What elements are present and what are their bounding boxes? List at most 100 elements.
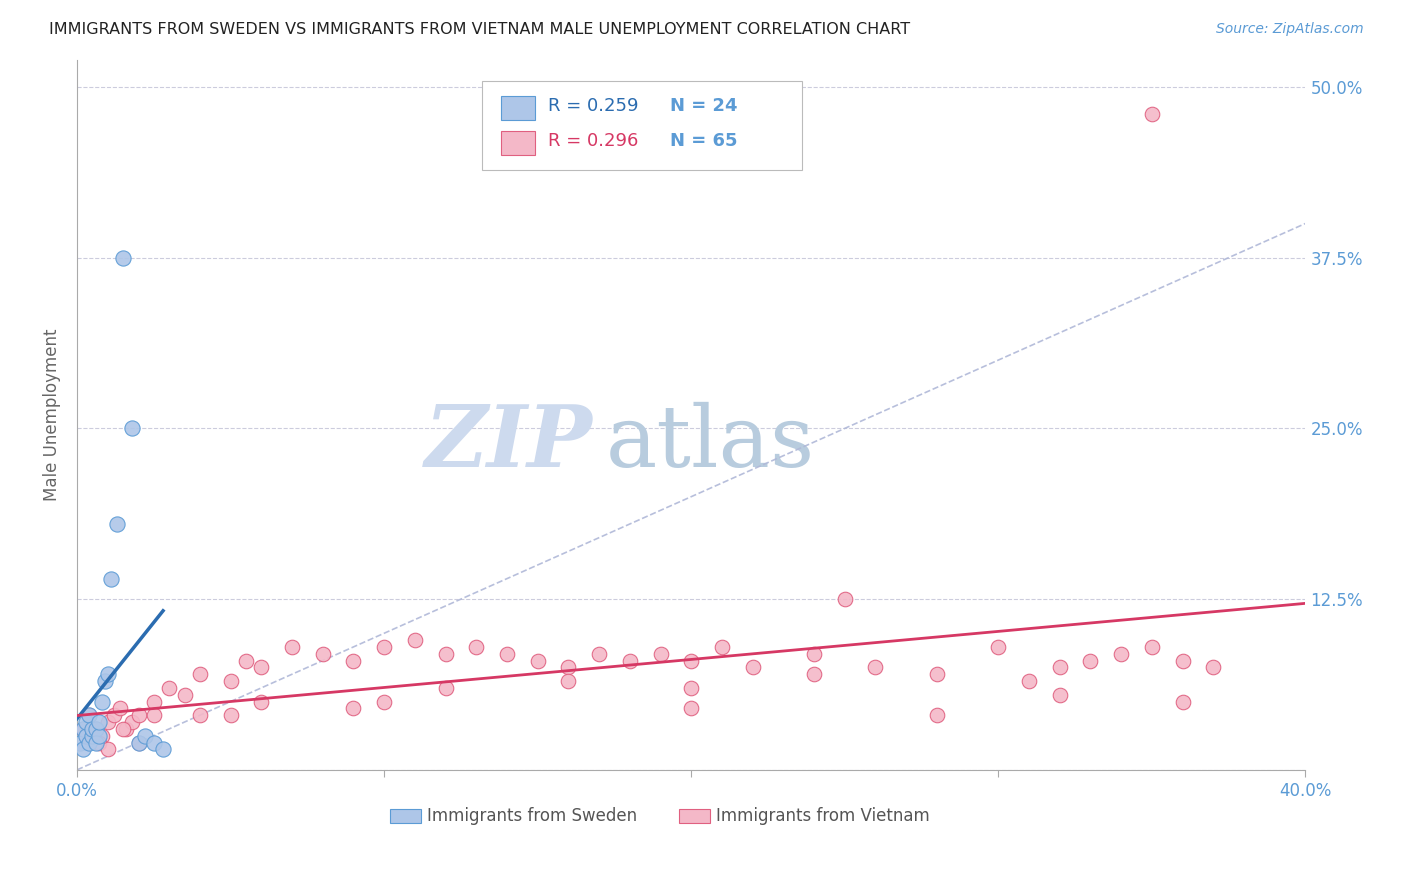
Bar: [679, 809, 710, 823]
Bar: [501, 95, 536, 120]
Bar: [391, 809, 420, 823]
Point: [103, 708, 125, 723]
Point: [134, 729, 156, 743]
Point: [188, 667, 211, 681]
Point: [650, 647, 672, 661]
Point: [72, 742, 94, 756]
Point: [1018, 674, 1040, 689]
Point: [79, 708, 101, 723]
Text: Immigrants from Vietnam: Immigrants from Vietnam: [716, 807, 929, 825]
Point: [681, 654, 703, 668]
Point: [79, 735, 101, 749]
Point: [219, 708, 242, 723]
Point: [741, 660, 763, 674]
Point: [557, 660, 579, 674]
Bar: [501, 131, 536, 155]
Point: [115, 722, 138, 736]
Point: [105, 516, 128, 531]
Point: [987, 640, 1010, 654]
Point: [235, 654, 257, 668]
Point: [1080, 654, 1102, 668]
Point: [373, 640, 395, 654]
Point: [121, 714, 143, 729]
Point: [557, 674, 579, 689]
Point: [142, 694, 165, 708]
Point: [72, 722, 94, 736]
FancyBboxPatch shape: [482, 81, 801, 169]
Point: [84, 722, 107, 736]
Point: [97, 667, 120, 681]
Point: [157, 681, 180, 695]
Point: [173, 688, 195, 702]
Point: [434, 647, 457, 661]
Point: [496, 647, 519, 661]
Point: [72, 722, 94, 736]
Point: [373, 694, 395, 708]
Point: [152, 742, 174, 756]
Point: [925, 708, 948, 723]
Point: [82, 722, 104, 736]
Point: [112, 722, 135, 736]
Point: [84, 722, 107, 736]
Point: [342, 701, 364, 715]
Text: N = 65: N = 65: [671, 132, 738, 150]
Point: [465, 640, 488, 654]
Point: [79, 708, 101, 723]
Point: [142, 735, 165, 749]
Point: [87, 729, 110, 743]
Point: [75, 714, 97, 729]
Point: [1202, 660, 1225, 674]
Y-axis label: Male Unemployment: Male Unemployment: [44, 328, 60, 501]
Point: [1140, 107, 1163, 121]
Text: ZIP: ZIP: [425, 401, 593, 485]
Point: [619, 654, 641, 668]
Point: [250, 694, 273, 708]
Point: [803, 667, 825, 681]
Point: [128, 708, 150, 723]
Point: [1140, 640, 1163, 654]
Point: [1109, 647, 1132, 661]
Point: [588, 647, 610, 661]
Point: [97, 714, 120, 729]
Point: [84, 735, 107, 749]
Point: [312, 647, 335, 661]
Point: [710, 640, 733, 654]
Point: [97, 742, 120, 756]
Point: [681, 701, 703, 715]
Point: [128, 735, 150, 749]
Point: [1049, 660, 1071, 674]
Text: atlas: atlas: [605, 401, 814, 484]
Text: R = 0.296: R = 0.296: [547, 132, 638, 150]
Text: Source: ZipAtlas.com: Source: ZipAtlas.com: [1216, 22, 1364, 37]
Point: [188, 708, 211, 723]
Point: [219, 674, 242, 689]
Point: [112, 251, 135, 265]
Text: R = 0.259: R = 0.259: [547, 96, 638, 115]
Point: [342, 654, 364, 668]
Text: IMMIGRANTS FROM SWEDEN VS IMMIGRANTS FROM VIETNAM MALE UNEMPLOYMENT CORRELATION : IMMIGRANTS FROM SWEDEN VS IMMIGRANTS FRO…: [49, 22, 910, 37]
Point: [526, 654, 548, 668]
Point: [82, 729, 104, 743]
Point: [681, 681, 703, 695]
Point: [803, 647, 825, 661]
Point: [1171, 654, 1194, 668]
Point: [404, 633, 426, 648]
Point: [100, 572, 122, 586]
Point: [75, 729, 97, 743]
Point: [93, 674, 115, 689]
Text: N = 24: N = 24: [671, 96, 738, 115]
Point: [90, 694, 112, 708]
Point: [434, 681, 457, 695]
Point: [142, 708, 165, 723]
Point: [108, 701, 131, 715]
Point: [281, 640, 304, 654]
Point: [865, 660, 887, 674]
Point: [925, 667, 948, 681]
Point: [69, 735, 91, 749]
Point: [128, 735, 150, 749]
Point: [75, 729, 97, 743]
Point: [834, 592, 856, 607]
Point: [1171, 694, 1194, 708]
Point: [87, 735, 110, 749]
Point: [1049, 688, 1071, 702]
